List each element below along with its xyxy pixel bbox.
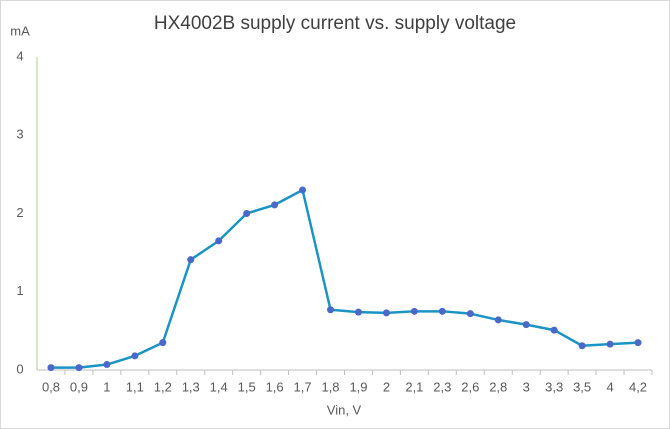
x-tick-label: 1,3	[182, 379, 200, 394]
x-tick-label: 0,9	[70, 379, 88, 394]
data-point	[103, 361, 111, 369]
x-tick-label: 1,6	[266, 379, 284, 394]
x-tick-label: 3	[523, 379, 530, 394]
data-point	[327, 306, 335, 314]
x-tick-label: 1,5	[238, 379, 256, 394]
data-line	[50, 188, 639, 369]
x-tick-label: 1,2	[154, 379, 172, 394]
data-point	[438, 307, 446, 315]
data-point	[634, 339, 642, 347]
data-point	[187, 256, 195, 264]
y-axis-label: mA	[10, 23, 30, 38]
y-tick-label: 2	[16, 205, 23, 220]
x-tick-label: 1,7	[294, 379, 312, 394]
data-point	[354, 308, 362, 316]
data-point	[75, 364, 83, 372]
x-axis-label: Vin, V	[327, 402, 362, 417]
x-tick-label: 2	[383, 379, 390, 394]
x-tick-label: 2,8	[489, 379, 507, 394]
data-point	[382, 309, 390, 317]
y-tick-label: 0	[16, 361, 23, 376]
data-point	[243, 210, 251, 217]
chart-title: HX4002B supply current vs. supply voltag…	[154, 13, 516, 34]
x-tick-label: 3,3	[545, 379, 563, 394]
x-tick-label: 2,1	[405, 379, 423, 394]
x-tick-label: 1,8	[321, 379, 339, 394]
data-point	[215, 237, 223, 245]
data-point	[522, 321, 530, 329]
data-point	[494, 316, 502, 324]
data-point	[131, 352, 139, 360]
x-tick-label: 1,1	[126, 379, 144, 394]
y-tick-label: 1	[16, 283, 23, 298]
x-tick-label: 4,2	[629, 379, 647, 394]
data-point	[550, 326, 558, 334]
x-tick-label: 1,4	[210, 379, 228, 394]
x-tick-label: 2,3	[433, 379, 451, 394]
data-point	[271, 201, 279, 209]
data-point	[299, 186, 307, 194]
data-point	[47, 364, 55, 372]
data-point	[159, 339, 167, 347]
data-point	[578, 342, 586, 350]
x-tick-label: 1,9	[349, 379, 367, 394]
data-point	[410, 307, 418, 315]
x-tick-label: 2,6	[461, 379, 479, 394]
data-point	[466, 310, 474, 318]
y-tick-label: 4	[16, 48, 23, 63]
x-tick-label: 0,8	[42, 379, 60, 394]
data-point	[606, 340, 614, 348]
x-tick-label: 3,5	[573, 379, 591, 394]
y-tick-label: 3	[16, 127, 23, 142]
x-tick-label: 1	[103, 379, 110, 394]
x-tick-label: 4	[606, 379, 613, 394]
